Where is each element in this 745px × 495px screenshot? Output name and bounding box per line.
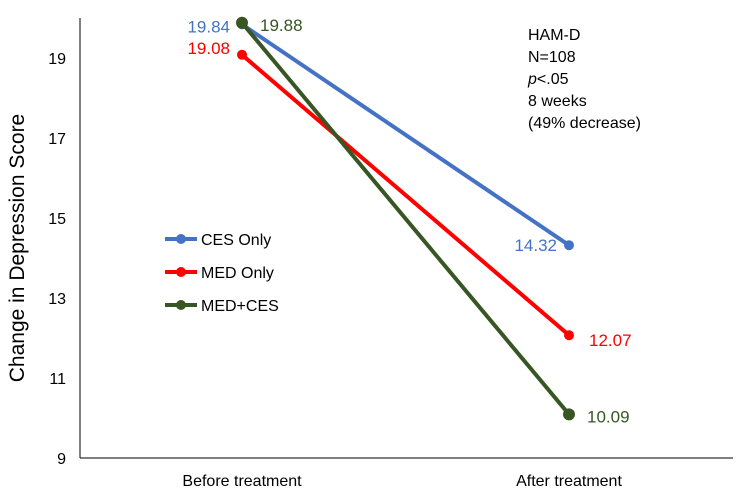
annotation-line-n: N=108: [528, 49, 576, 66]
axes: 9 11 13 15 17 19 Before treatment After treatme…: [6, 18, 733, 490]
y-tick-label: 11: [49, 371, 66, 388]
annotation-p-value: <.05: [537, 71, 569, 88]
annotation-box: HAM-D N=108 p<.05 8 weeks (49% decrease): [527, 27, 641, 132]
data-label: 19.88: [260, 16, 303, 35]
legend-marker: [176, 300, 186, 310]
legend-marker: [176, 267, 186, 277]
data-point: [564, 330, 574, 341]
y-tick-label: 15: [48, 211, 66, 228]
data-point: [563, 408, 575, 421]
annotation-line-weeks: 8 weeks: [528, 93, 587, 110]
series-line: [240, 53, 571, 337]
data-label: 12.07: [589, 331, 632, 350]
data-labels-layer: 19.84 14.32 19.08 12.07 19.88 10.09: [187, 16, 631, 427]
x-tick-label: After treatment: [516, 473, 622, 490]
x-tick-label: Before treatment: [182, 473, 302, 490]
y-tick-label: 9: [57, 451, 66, 468]
data-label: 19.08: [187, 39, 230, 58]
y-tick-label: 13: [48, 291, 66, 308]
data-label: 19.84: [187, 17, 230, 36]
y-tick-label: 19: [48, 51, 66, 68]
legend-marker: [176, 234, 186, 244]
series-line: [240, 21, 571, 416]
annotation-line-p: p<.05: [527, 71, 569, 88]
y-tick-label: 17: [48, 131, 66, 148]
y-axis-label: Change in Depression Score: [6, 114, 29, 383]
data-point: [237, 49, 247, 60]
series-line: [240, 22, 571, 247]
annotation-line-hamd: HAM-D: [528, 27, 580, 44]
legend-label: MED+CES: [201, 298, 279, 315]
legend: CES Only MED Only MED+CES: [165, 232, 279, 315]
annotation-line-decrease: (49% decrease): [528, 115, 641, 132]
data-label: 14.32: [514, 236, 557, 255]
series-layer: [236, 16, 575, 421]
annotation-p-italic: p: [527, 71, 537, 88]
legend-label: MED Only: [201, 265, 274, 282]
legend-label: CES Only: [201, 232, 271, 249]
data-point: [564, 240, 574, 251]
data-point: [236, 16, 248, 29]
data-label: 10.09: [587, 407, 630, 426]
